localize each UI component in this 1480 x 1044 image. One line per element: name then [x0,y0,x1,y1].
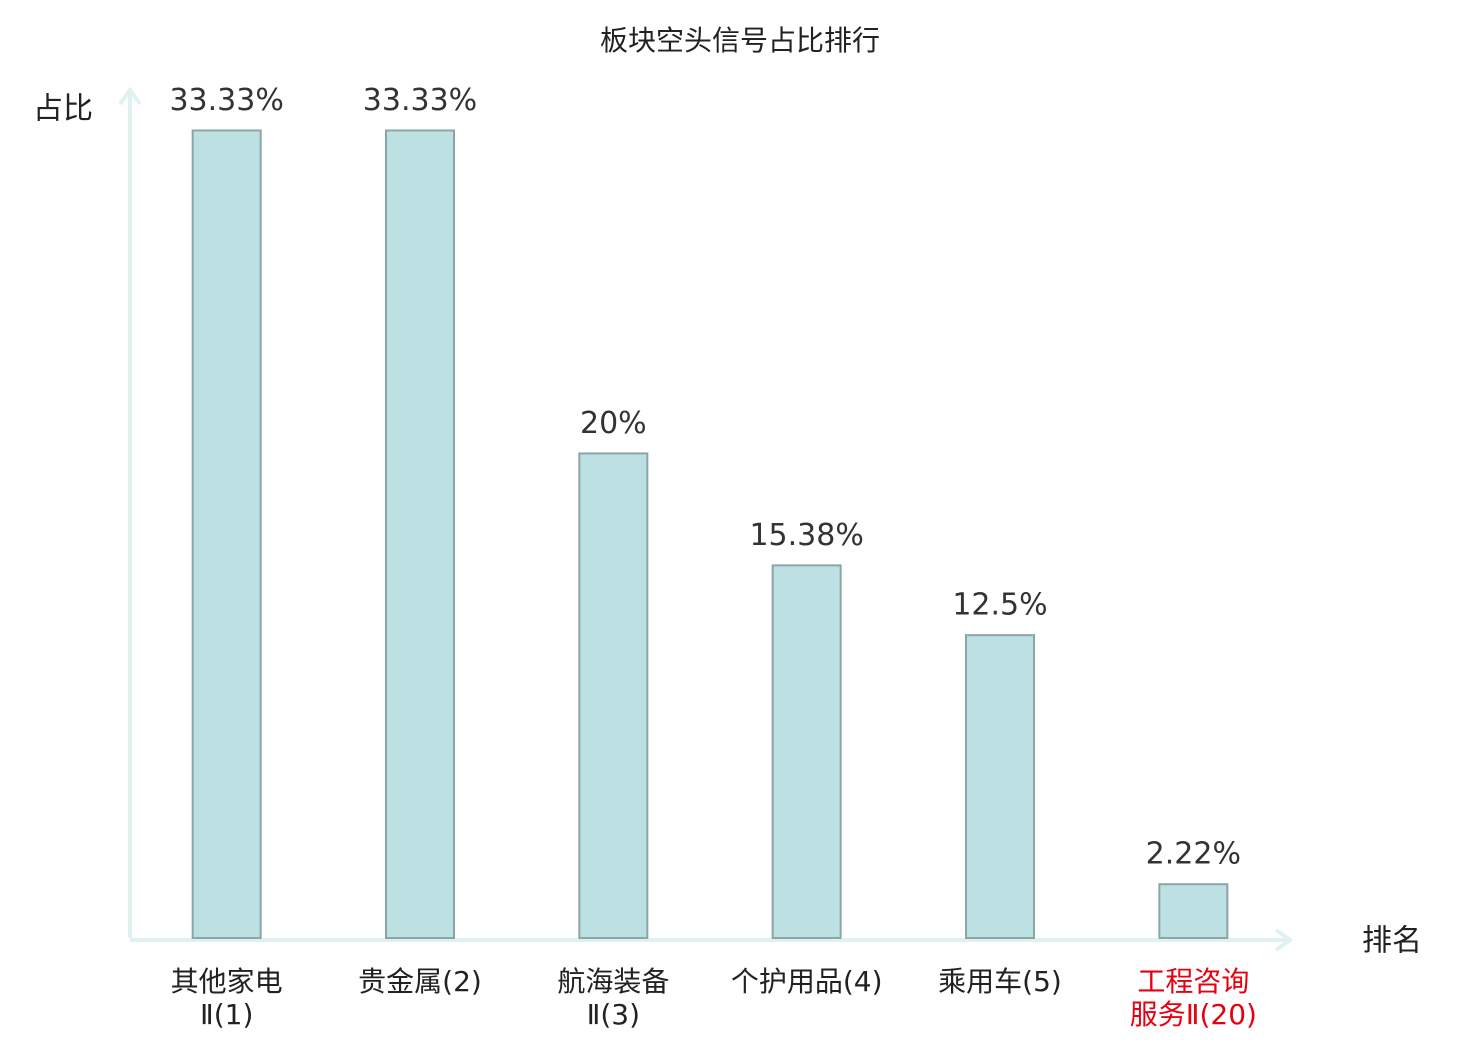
value-label: 15.38% [749,518,863,553]
x-tick-label: 乘用车(5) [938,965,1062,998]
x-tick-label: 航海装备 Ⅱ(3) [557,965,669,1031]
x-tick-label: 其他家电 Ⅱ(1) [171,965,283,1031]
value-label: 20% [580,406,647,441]
x-tick-label: 个护用品(4) [731,965,883,998]
bar [771,564,842,939]
x-tick-label: 工程咨询服务Ⅱ(20) [1130,965,1257,1031]
value-label: 2.22% [1146,837,1241,872]
y-axis-label: 占比 [33,92,93,127]
chart-title: 板块空头信号占比排行 [600,24,880,57]
bar [385,129,455,939]
value-label: 12.5% [952,588,1047,623]
x-axis-arrow [1274,928,1294,952]
bar [191,129,262,939]
y-axis-arrow [118,86,142,106]
value-label: 33.33% [363,83,477,118]
bar [965,634,1035,940]
x-tick-label: 贵金属(2) [358,965,482,998]
x-axis-label: 排名 [1362,924,1422,959]
bar [1158,883,1229,940]
value-label: 33.33% [169,83,283,118]
bar [578,452,649,939]
